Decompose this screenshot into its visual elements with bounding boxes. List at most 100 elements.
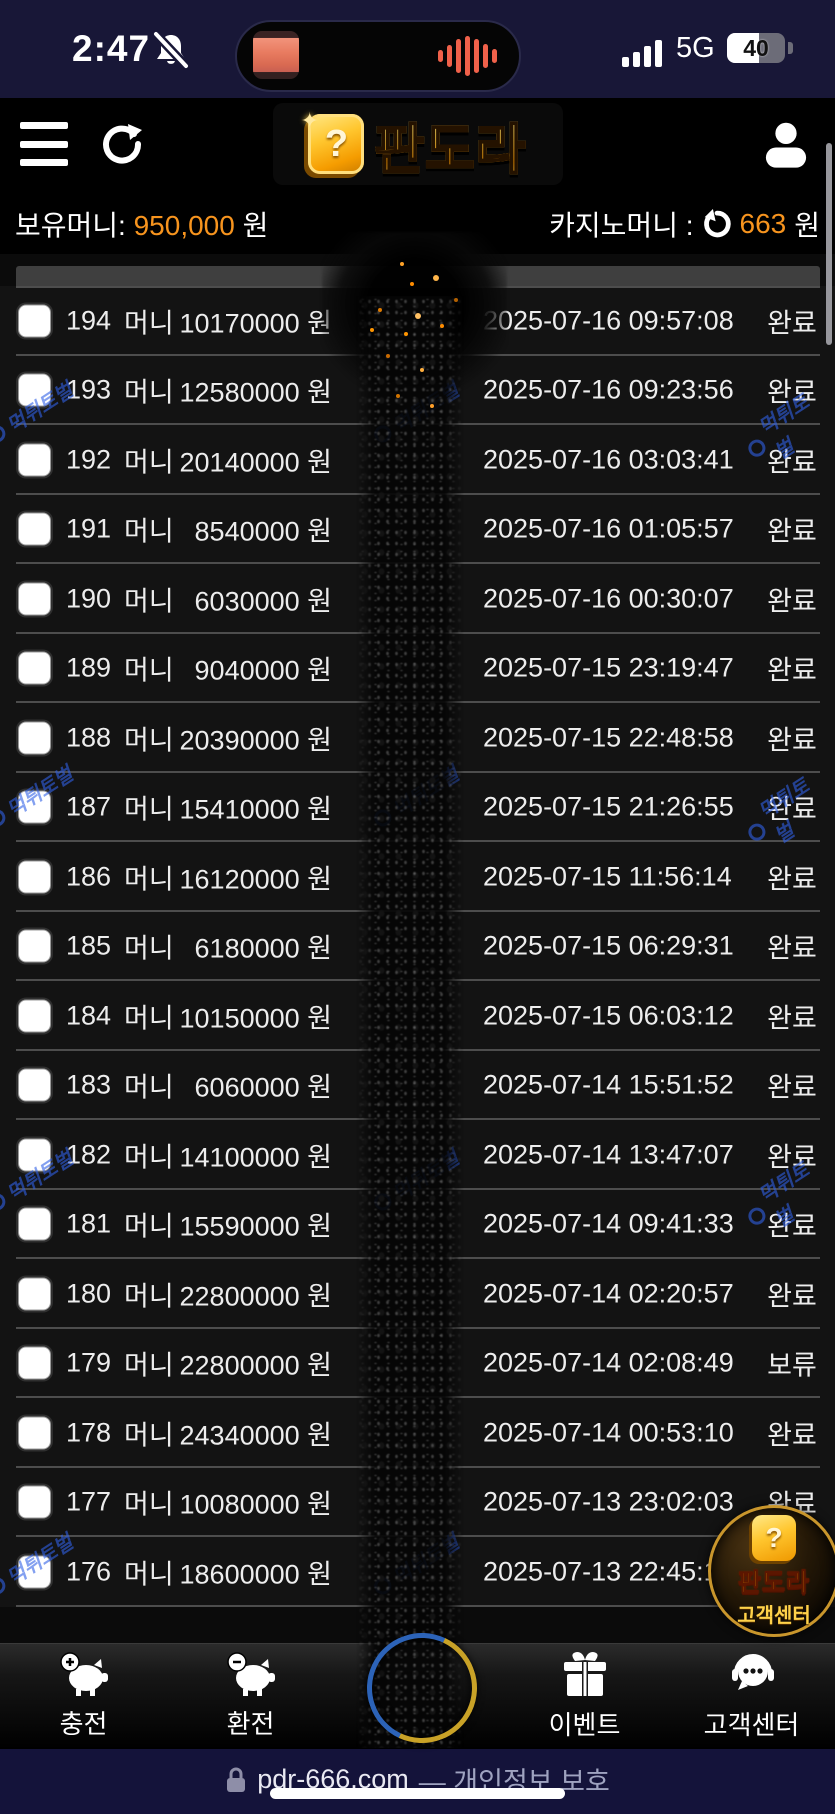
row-number: 193 [66, 374, 112, 405]
nav-item-event[interactable]: 이벤트 [501, 1644, 668, 1749]
held-money: 보유머니: 950,000 원 [15, 204, 268, 244]
row-datetime: 2025-07-14 15:51:52 [483, 1069, 734, 1100]
table-row[interactable]: 194 머니 10170000 원 2025-07-16 09:57:08 완료 [0, 286, 835, 356]
row-type: 머니 [124, 308, 174, 339]
profile-icon[interactable] [760, 118, 812, 170]
row-type: 머니 [124, 933, 174, 964]
row-datetime: 2025-07-16 09:57:08 [483, 305, 734, 336]
menu-icon[interactable] [20, 122, 68, 166]
row-checkbox[interactable] [18, 443, 51, 477]
nav-item-support[interactable]: 고객센터 [668, 1644, 835, 1749]
page-scrollbar[interactable] [826, 143, 832, 345]
row-checkbox[interactable] [18, 1485, 51, 1519]
table-row[interactable]: 186 머니 16120000 원 2025-07-15 11:56:14 완료 [0, 842, 835, 912]
row-amount: 24340000 원 [179, 1420, 332, 1451]
table-row[interactable]: 190 머니 6030000 원 2025-07-16 00:30:07 완료 [0, 564, 835, 634]
row-type: 머니 [124, 447, 174, 478]
row-type: 머니 [124, 1003, 174, 1034]
row-status-badge: 완료 [767, 655, 817, 686]
row-status-badge: 완료 [767, 794, 817, 825]
row-datetime: 2025-07-15 06:03:12 [483, 1000, 734, 1031]
row-checkbox[interactable] [18, 373, 51, 407]
row-datetime: 2025-07-15 06:29:31 [483, 930, 734, 961]
row-checkbox[interactable] [18, 929, 51, 963]
row-checkbox[interactable] [18, 790, 51, 824]
table-row[interactable]: 178 머니 24340000 원 2025-07-14 00:53:10 완료 [0, 1398, 835, 1468]
row-type: 머니 [124, 586, 174, 617]
row-datetime: 2025-07-15 22:48:58 [483, 722, 734, 753]
casino-refresh-icon[interactable] [702, 209, 732, 239]
row-type: 머니 [124, 655, 174, 686]
table-row[interactable]: 188 머니 20390000 원 2025-07-15 22:48:58 완료 [0, 703, 835, 773]
row-number: 180 [66, 1278, 112, 1309]
row-checkbox[interactable] [18, 1138, 51, 1172]
site-header: ✦ ? 판도라 [0, 98, 835, 190]
row-status-badge: 완료 [767, 1142, 817, 1173]
table-row[interactable]: 179 머니 22800000 원 2025-07-14 02:08:49 보류 [0, 1328, 835, 1398]
network-type: 5G [676, 32, 715, 64]
nav-item-withdraw[interactable]: 환전 [167, 1644, 334, 1749]
deposit-piggy-icon [56, 1652, 112, 1698]
floating-support-button[interactable]: ? 판도라 고객센터 [708, 1505, 835, 1637]
lock-icon [225, 1766, 247, 1794]
row-amount: 8540000 원 [194, 516, 332, 547]
row-checkbox[interactable] [18, 582, 51, 616]
row-amount: 6030000 원 [194, 586, 332, 617]
row-datetime: 2025-07-14 02:20:57 [483, 1278, 734, 1309]
row-checkbox[interactable] [18, 1416, 51, 1450]
table-row[interactable]: 192 머니 20140000 원 2025-07-16 03:03:41 완료 [0, 425, 835, 495]
row-checkbox[interactable] [18, 999, 51, 1033]
row-checkbox[interactable] [18, 1346, 51, 1380]
media-artwork [253, 31, 299, 79]
refresh-icon[interactable] [98, 120, 146, 168]
audio-waveform-icon [438, 36, 497, 76]
casino-money-amount: 663 [739, 208, 787, 239]
row-type: 머니 [124, 516, 174, 547]
row-status-badge: 완료 [767, 1003, 817, 1034]
row-datetime: 2025-07-14 09:41:33 [483, 1208, 734, 1239]
row-number: 183 [66, 1069, 112, 1100]
casino-money-unit: 원 [794, 210, 820, 241]
table-row[interactable]: 189 머니 9040000 원 2025-07-15 23:19:47 완료 [0, 633, 835, 703]
row-datetime: 2025-07-16 03:03:41 [483, 444, 734, 475]
table-row[interactable]: 183 머니 6060000 원 2025-07-14 15:51:52 완료 [0, 1050, 835, 1120]
site-logo[interactable]: ✦ ? 판도라 [272, 103, 563, 185]
row-datetime: 2025-07-14 02:08:49 [483, 1347, 734, 1378]
nav-label-event: 이벤트 [548, 1710, 621, 1740]
table-row[interactable]: 177 머니 10080000 원 2025-07-13 23:02:03 완료 [0, 1467, 835, 1537]
row-number: 181 [66, 1208, 112, 1239]
home-indicator[interactable] [270, 1788, 565, 1799]
held-money-label: 보유머니: [15, 210, 126, 241]
row-checkbox[interactable] [18, 1068, 51, 1102]
table-row[interactable]: 181 머니 15590000 원 2025-07-14 09:41:33 완료 [0, 1189, 835, 1259]
table-row[interactable]: 185 머니 6180000 원 2025-07-15 06:29:31 완료 [0, 911, 835, 981]
table-row[interactable]: 182 머니 14100000 원 2025-07-14 13:47:07 완료 [0, 1120, 835, 1190]
row-checkbox[interactable] [18, 721, 51, 755]
row-number: 176 [66, 1556, 112, 1587]
row-datetime: 2025-07-13 23:02:03 [483, 1486, 734, 1517]
row-checkbox[interactable] [18, 1555, 51, 1589]
row-type: 머니 [124, 725, 174, 756]
table-row[interactable]: 187 머니 15410000 원 2025-07-15 21:26:55 완료 [0, 772, 835, 842]
table-row[interactable]: 180 머니 22800000 원 2025-07-14 02:20:57 완료 [0, 1259, 835, 1329]
row-amount: 10170000 원 [179, 308, 332, 339]
row-type: 머니 [124, 1420, 174, 1451]
row-checkbox[interactable] [18, 1207, 51, 1241]
row-amount: 6060000 원 [194, 1072, 332, 1103]
table-row[interactable]: 193 머니 12580000 원 2025-07-16 09:23:56 완료 [0, 355, 835, 425]
row-type: 머니 [124, 864, 174, 895]
nav-item-deposit[interactable]: 충전 [0, 1644, 167, 1749]
withdraw-piggy-icon [223, 1652, 279, 1698]
row-checkbox[interactable] [18, 1277, 51, 1311]
table-row[interactable]: 191 머니 8540000 원 2025-07-16 01:05:57 완료 [0, 494, 835, 564]
row-number: 179 [66, 1347, 112, 1378]
row-checkbox[interactable] [18, 651, 51, 685]
row-number: 192 [66, 444, 112, 475]
row-checkbox[interactable] [18, 304, 51, 338]
dynamic-island[interactable] [235, 20, 521, 92]
held-money-unit: 원 [242, 210, 269, 241]
row-status-badge: 완료 [767, 933, 817, 964]
row-checkbox[interactable] [18, 860, 51, 894]
row-checkbox[interactable] [18, 512, 51, 546]
table-row[interactable]: 184 머니 10150000 원 2025-07-15 06:03:12 완료 [0, 981, 835, 1051]
